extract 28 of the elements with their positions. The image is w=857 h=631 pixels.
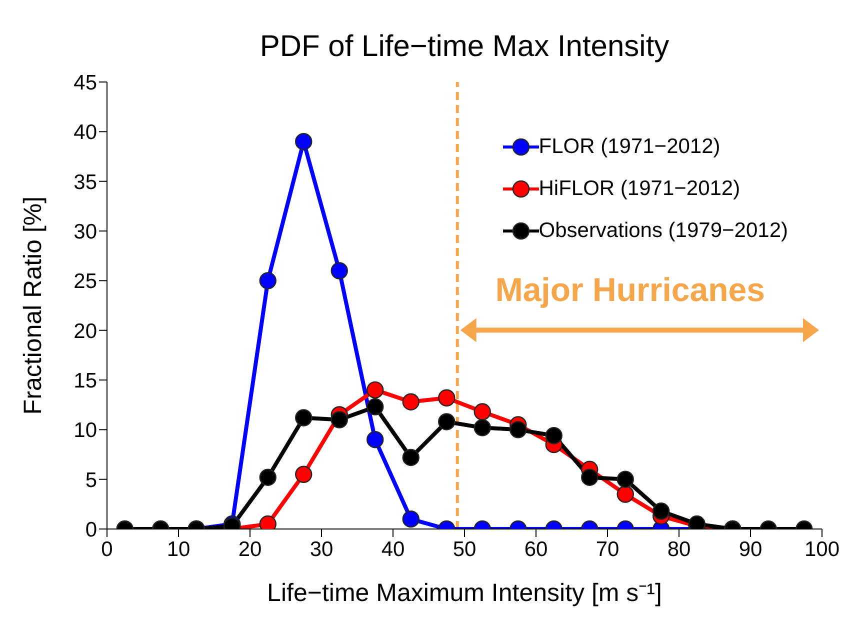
y-axis-title: Fractional Ratio [%] (18, 196, 47, 415)
y-tick-label: 5 (85, 468, 97, 492)
y-tick-label: 0 (85, 518, 97, 542)
x-tick-label: 20 (238, 538, 262, 561)
y-tick-label: 35 (74, 170, 97, 194)
chart-title: PDF of Life−time Max Intensity (258, 30, 670, 64)
legend-label: Observations (1979−2012) (538, 219, 788, 243)
y-tick-label: 15 (74, 369, 97, 392)
x-tick-label: 40 (381, 538, 405, 561)
x-axis-title: Life−time Maximum Intensity [m s⁻¹] (267, 579, 662, 607)
x-tick-label: 60 (524, 538, 548, 561)
x-tick-label: 30 (310, 538, 334, 561)
x-tick-label: 50 (452, 538, 476, 561)
x-tick-label: 100 (804, 538, 840, 561)
y-tick-label: 25 (74, 270, 97, 294)
legend-label: HiFLOR (1971−2012) (538, 177, 740, 201)
legend-label: FLOR (1971−2012) (538, 135, 720, 159)
ref-line-label: Major Hurricanes (495, 271, 765, 308)
x-tick-label: 80 (667, 538, 691, 561)
y-tick-label: 45 (74, 71, 97, 94)
x-tick-label: 90 (738, 538, 762, 561)
x-tick-label: 10 (166, 538, 190, 561)
y-tick-label: 20 (74, 320, 97, 343)
y-tick-label: 10 (74, 419, 97, 442)
y-tick-label: 30 (74, 220, 97, 244)
y-tick-label: 40 (74, 121, 97, 144)
x-tick-label: 70 (596, 538, 620, 561)
x-tick-label: 0 (101, 538, 113, 561)
